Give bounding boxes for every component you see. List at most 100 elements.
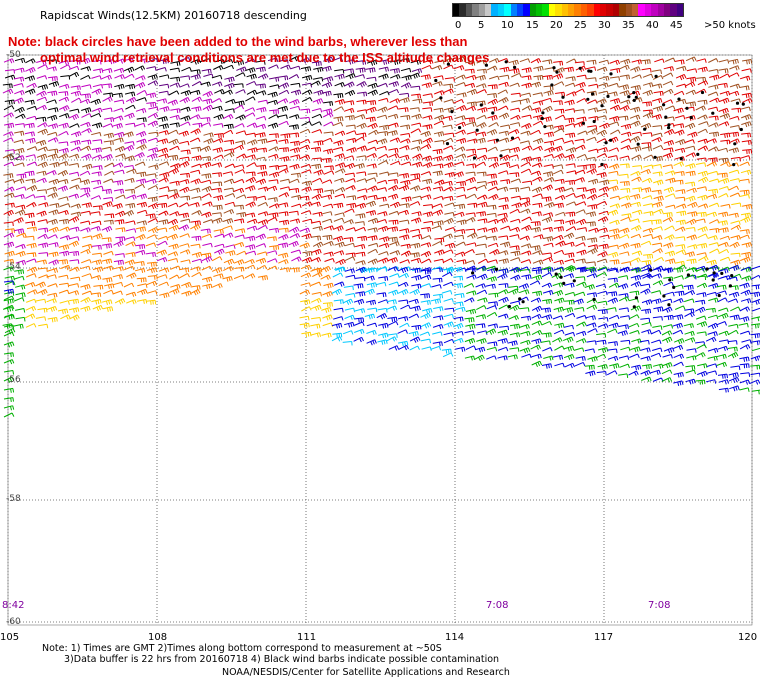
wind-barb (278, 168, 289, 174)
wind-barb (299, 242, 310, 249)
wind-barb (630, 225, 642, 232)
wind-barb (24, 313, 36, 319)
wind-barb (641, 329, 652, 335)
wind-barb (37, 128, 49, 135)
wind-barb (103, 250, 114, 256)
wind-barb (707, 347, 719, 353)
contamination-marker (494, 267, 499, 271)
wind-barb (312, 211, 323, 217)
wind-barb (180, 75, 191, 80)
wind-barb (432, 324, 444, 330)
wind-barb (26, 105, 38, 111)
wind-barb (619, 163, 630, 169)
wind-barb (278, 82, 290, 89)
contamination-marker (636, 142, 640, 146)
wind-barb (200, 228, 211, 234)
wind-barb (500, 148, 511, 154)
wind-barb (47, 131, 58, 137)
wind-barb (387, 113, 399, 120)
wind-barb (356, 155, 367, 160)
wind-barb (179, 83, 190, 88)
wind-barb (35, 139, 47, 146)
wind-barb (444, 242, 456, 249)
wind-barb (587, 204, 598, 210)
wind-barb (641, 177, 653, 184)
wind-barb (596, 258, 608, 264)
wind-barb (323, 131, 334, 137)
wind-barb (542, 105, 553, 113)
wind-barb (719, 177, 730, 184)
wind-barb (311, 163, 322, 170)
wind-barb (542, 298, 553, 305)
wind-barb (730, 252, 741, 258)
wind-barb (607, 348, 618, 354)
wind-barb (497, 329, 508, 336)
wind-barb (509, 304, 520, 312)
wind-barb (102, 277, 113, 283)
wind-barb (563, 66, 574, 73)
wind-barb (233, 274, 245, 280)
wind-barb (70, 59, 81, 65)
wind-barb (431, 266, 442, 271)
wind-barb (167, 189, 178, 195)
wind-barb (169, 114, 180, 121)
wind-barb (114, 253, 125, 258)
wind-barb (379, 203, 390, 209)
wind-barb (411, 211, 422, 217)
wind-barb (36, 90, 47, 98)
wind-barb (47, 192, 58, 199)
wind-barb (81, 84, 92, 89)
wind-barb (246, 162, 257, 168)
wind-barb (708, 58, 719, 63)
contamination-marker (554, 272, 558, 276)
wind-barb (476, 211, 487, 217)
wind-barb (344, 314, 355, 320)
wind-barb (80, 248, 91, 255)
wind-barb (301, 75, 313, 81)
wind-barb (157, 138, 169, 145)
wind-barb (244, 264, 256, 270)
wind-barb (114, 219, 125, 225)
wind-barb (696, 344, 707, 350)
wind-barb (255, 123, 267, 130)
wind-barb (158, 130, 169, 136)
wind-barb (467, 138, 478, 144)
wind-barb (378, 97, 389, 103)
wind-barb (420, 322, 432, 329)
wind-barb (740, 372, 751, 377)
wind-barb (353, 298, 365, 305)
wind-barb (500, 225, 511, 231)
wind-barb (553, 259, 564, 265)
wind-barb (596, 271, 608, 277)
wind-barb (575, 82, 586, 89)
contamination-marker (654, 74, 658, 78)
wind-barb (25, 88, 36, 95)
wind-barb (532, 145, 543, 152)
wind-barb (464, 317, 475, 323)
wind-barb (708, 84, 719, 90)
wind-barb (640, 317, 651, 323)
wind-barb (643, 253, 654, 259)
wind-barb (376, 292, 387, 298)
wind-barb (685, 218, 697, 226)
wind-barb (135, 75, 146, 81)
wind-barb (214, 243, 225, 249)
wind-barb (643, 154, 654, 160)
wind-barb (135, 226, 147, 232)
wind-barb (586, 163, 596, 169)
wind-barb (224, 201, 236, 207)
wind-barb (596, 371, 607, 376)
wind-barb (729, 241, 740, 249)
wind-barb (211, 256, 223, 262)
wind-barb (731, 202, 742, 208)
wind-barb (312, 98, 324, 105)
wind-barb (386, 299, 397, 305)
wind-barb (588, 178, 599, 185)
contamination-marker (689, 115, 693, 120)
wind-barb (289, 147, 301, 154)
wind-barb (211, 162, 223, 168)
wind-barb (642, 112, 654, 119)
wind-barb (147, 137, 159, 143)
wind-barb (575, 267, 586, 273)
wind-barb (245, 132, 256, 138)
